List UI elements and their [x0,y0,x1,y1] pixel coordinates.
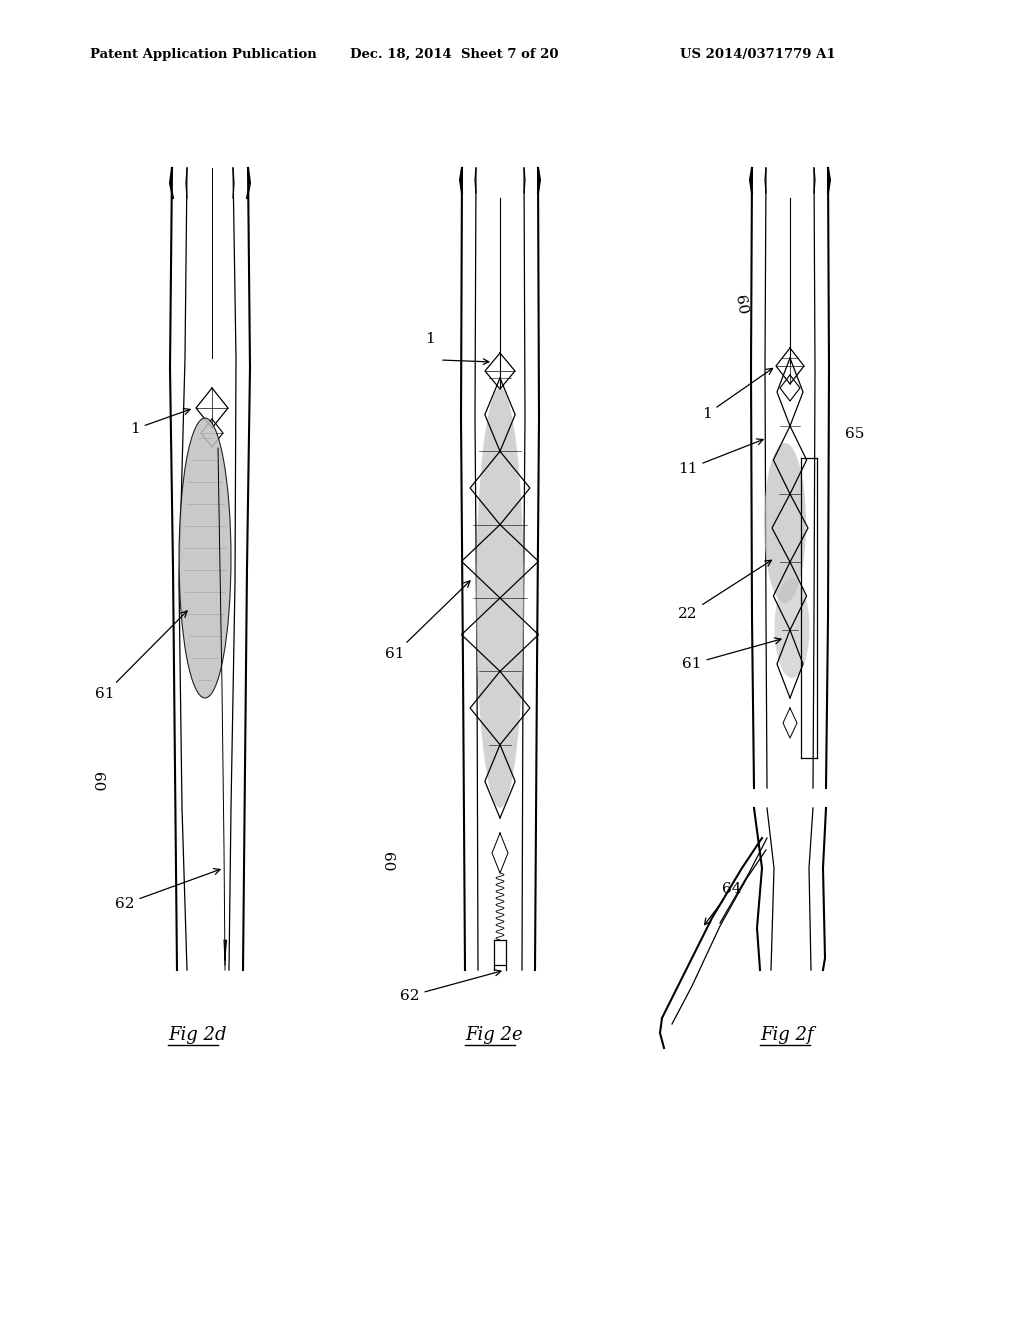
Text: Fig 2e: Fig 2e [465,1026,522,1044]
Text: 62: 62 [115,869,220,911]
Ellipse shape [476,388,524,808]
Text: 61: 61 [385,581,470,661]
Text: 61: 61 [95,611,187,701]
Text: 22: 22 [678,560,771,620]
Ellipse shape [764,444,806,603]
Text: 60: 60 [732,294,750,315]
Text: Fig 2f: Fig 2f [760,1026,814,1044]
Text: 60: 60 [90,771,104,791]
Text: 61: 61 [682,638,781,671]
Text: 62: 62 [400,970,501,1003]
Ellipse shape [179,418,231,698]
Text: Dec. 18, 2014  Sheet 7 of 20: Dec. 18, 2014 Sheet 7 of 20 [350,48,558,61]
Text: 1: 1 [425,333,435,346]
Text: 65: 65 [845,426,864,441]
Text: 60: 60 [380,851,394,871]
Text: Fig 2d: Fig 2d [168,1026,226,1044]
Text: US 2014/0371779 A1: US 2014/0371779 A1 [680,48,836,61]
Text: 64: 64 [705,882,741,925]
Ellipse shape [774,578,810,678]
Text: 11: 11 [678,440,763,477]
Text: Patent Application Publication: Patent Application Publication [90,48,316,61]
Text: 1: 1 [130,409,190,436]
Text: 1: 1 [702,368,772,421]
